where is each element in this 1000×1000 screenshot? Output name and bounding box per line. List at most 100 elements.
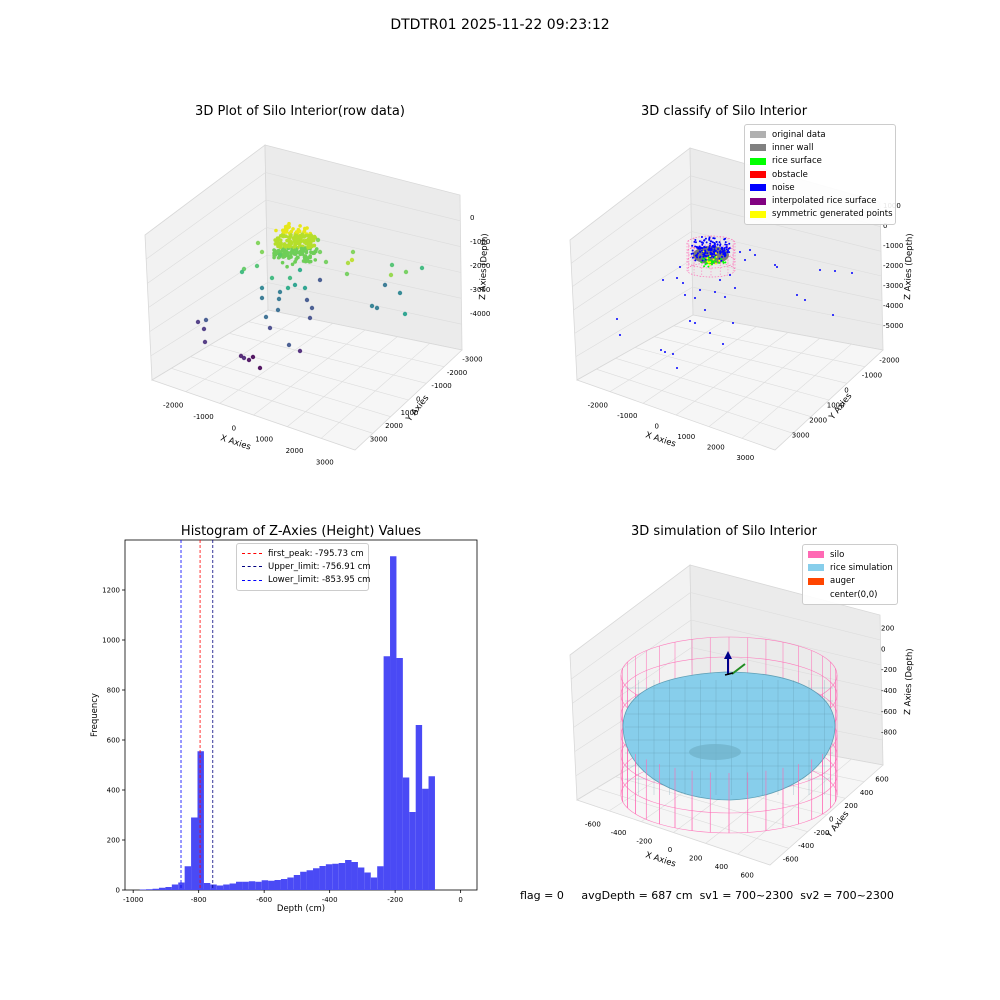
legend-label: rice surface [772, 156, 822, 167]
histogram-bar [255, 881, 262, 890]
legend-swatch [808, 591, 824, 598]
raw-plot-title: 3D Plot of Silo Interior(row data) [195, 104, 405, 119]
legend-label: interpolated rice surface [772, 196, 877, 207]
raw-point [300, 249, 305, 254]
legend-label: symmetric generated points [772, 209, 893, 220]
raw-point [389, 262, 395, 268]
raw-point [298, 240, 303, 244]
classify-noise-point [701, 259, 704, 262]
histogram-y-tick-label: 200 [107, 837, 120, 845]
histogram-reference-lines [180, 540, 214, 890]
histogram-bar [197, 751, 204, 890]
histogram-bar [377, 866, 384, 890]
classify-noise-point [672, 353, 674, 355]
classify-noise-point [726, 251, 729, 254]
raw-x-tick-label: 1000 [255, 436, 273, 444]
raw-point [292, 282, 298, 288]
histogram-bar [319, 866, 326, 890]
histogram-bar [287, 877, 294, 890]
classify-noise-point [691, 244, 694, 247]
raw-point [285, 264, 289, 269]
raw-point [298, 224, 302, 228]
raw-point [382, 282, 388, 288]
raw-point [293, 236, 298, 241]
classify-legend-item: rice surface [750, 155, 890, 168]
cls-x-tick-label: -1000 [617, 412, 637, 420]
classify-legend: original data inner wall rice surface obsta… [744, 124, 896, 226]
raw-point [195, 319, 201, 325]
classify-noise-point [684, 294, 686, 296]
classify-rice-point [714, 261, 717, 264]
raw-point [278, 243, 283, 247]
raw-point [369, 303, 375, 309]
legend-swatch [750, 157, 766, 165]
classify-noise-point [705, 241, 708, 244]
histogram-bar [268, 880, 275, 890]
raw-point [284, 253, 289, 258]
classify-noise-point [832, 314, 834, 316]
raw-point [345, 260, 351, 266]
classify-noise-point [708, 246, 711, 249]
classify-noise-point [709, 242, 712, 245]
histogram-bar [152, 888, 159, 890]
raw-point [287, 221, 291, 226]
classify-plot-title: 3D classify of Silo Interior [640, 104, 808, 119]
simulation-rice-dip [689, 744, 741, 760]
raw-point [295, 241, 300, 246]
raw-point [315, 237, 321, 243]
classify-rice-point [724, 261, 727, 264]
classify-noise-point [804, 299, 806, 301]
classify-noise-point [776, 266, 778, 268]
raw-point [269, 275, 275, 281]
raw-point [280, 260, 285, 265]
raw-point [275, 307, 281, 313]
raw-point [276, 296, 282, 302]
legend-label: noise [772, 182, 795, 193]
sim-y-tick-label: 200 [844, 802, 857, 810]
raw-point [309, 305, 315, 311]
raw-point [293, 248, 297, 252]
raw-point [350, 249, 356, 255]
raw-point [402, 311, 408, 317]
sim-x-tick-label: -200 [636, 837, 652, 845]
simulation-legend-item: silo [808, 548, 892, 561]
raw-point [309, 250, 313, 255]
histogram-bar [332, 863, 339, 890]
simulation-rice-surface [622, 671, 836, 801]
raw-point [317, 277, 323, 283]
sim-gridline [690, 592, 881, 641]
classify-noise-point [725, 243, 728, 246]
raw-point [305, 226, 309, 230]
classify-noise-point [719, 279, 721, 281]
raw-point [312, 234, 317, 239]
histogram-bar [306, 870, 314, 890]
raw-point [259, 285, 265, 291]
classify-noise-point [719, 243, 722, 246]
classify-noise-point [700, 246, 703, 249]
raw-point [287, 275, 293, 281]
classify-noise-point [702, 255, 705, 258]
raw-point [277, 289, 283, 295]
raw-point [293, 260, 297, 264]
classify-noise-point [716, 243, 719, 246]
classify-rice-point [705, 262, 708, 265]
classify-noise-point [694, 322, 696, 324]
histogram-x-tick-label: -800 [191, 896, 207, 904]
classify-noise-point [699, 289, 701, 291]
raw-point [286, 342, 292, 348]
classify-noise-point [694, 241, 697, 244]
classify-noise-point [682, 282, 684, 284]
classify-rice-point [702, 258, 705, 261]
histogram-bar [171, 884, 179, 890]
histogram-bar [146, 889, 153, 890]
legend-label: original data [772, 129, 826, 140]
classify-noise-point [728, 251, 731, 254]
legend-label: auger [830, 576, 855, 587]
cls-gridline [741, 343, 852, 439]
classify-symmetric-point [714, 262, 717, 265]
raw-gridline [149, 254, 268, 332]
raw-point [302, 229, 307, 233]
histogram-bar [165, 887, 172, 890]
classify-noise-point [724, 296, 726, 298]
